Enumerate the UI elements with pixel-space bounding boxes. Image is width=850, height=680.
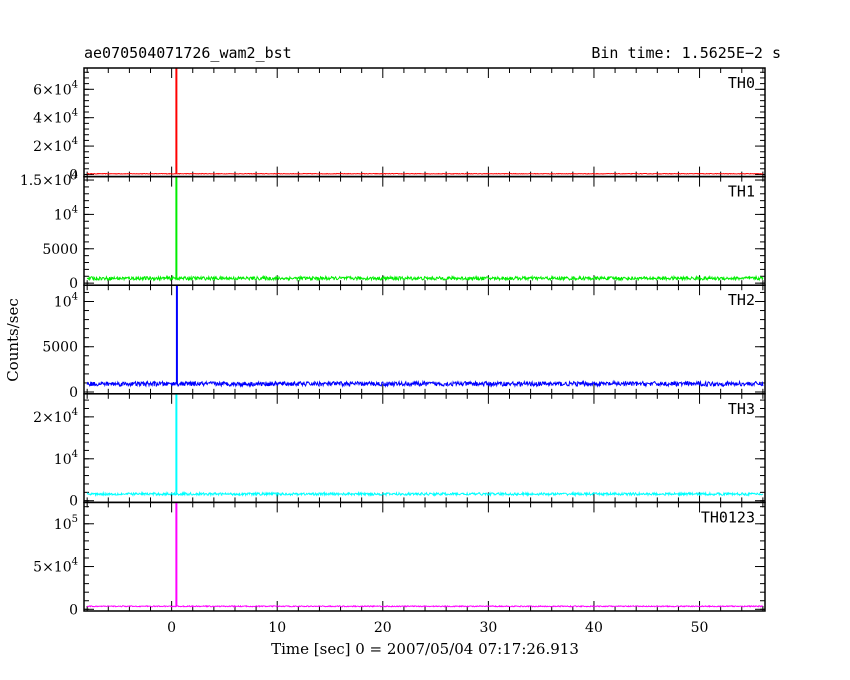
y-tick-label: 5×104 [33, 557, 78, 576]
series-line-th3 [86, 490, 764, 498]
y-tick-label: 104 [54, 449, 78, 468]
y-tick-label: 0 [69, 385, 78, 401]
series-line-th2 [86, 379, 764, 388]
y-tick-label: 0 [69, 167, 78, 183]
y-tick-label: 105 [54, 514, 78, 533]
chart-title-left: ae070504071726_wam2_bst [84, 44, 292, 62]
y-tick-label: 1.5×104 [20, 170, 78, 189]
y-tick-label: 6×104 [33, 79, 78, 98]
x-tick-label: 50 [691, 620, 709, 636]
panels: 0 2×104 4×104 6×104 TH0 0 5000 104 1.5×104 TH1 0 50… [20, 67, 766, 618]
y-tick-label: 2×104 [33, 407, 78, 426]
panel-th3: 0 104 2×104 TH3 [33, 393, 766, 510]
x-axis-label: Time [sec] 0 = 2007/05/04 07:17:26.913 [271, 640, 579, 658]
x-tick-label: 40 [585, 620, 603, 636]
y-axis-label: Counts/sec [4, 298, 22, 382]
y-tick-label: 104 [54, 291, 78, 310]
y-tick-label: 4×104 [33, 108, 78, 127]
chart-title-right: Bin time: 1.5625E−2 s [591, 44, 781, 62]
panel-frame [83, 501, 766, 612]
panel-label: TH3 [728, 400, 755, 418]
x-axis-tick-labels: 0 10 20 30 40 50 [167, 620, 708, 636]
panel-label: TH1 [728, 183, 755, 201]
panel-label: TH2 [728, 291, 755, 309]
panel-frame [83, 67, 766, 178]
panel-th0123: 0 5×104 105 TH0123 [33, 501, 766, 618]
panel-th1: 0 5000 104 1.5×104 TH1 [20, 170, 766, 292]
y-tick-label: 0 [69, 602, 78, 618]
series-line-th1 [86, 274, 764, 283]
x-tick-label: 20 [374, 620, 392, 636]
y-tick-label: 5000 [42, 340, 78, 356]
y-tick-label: 0 [69, 276, 78, 292]
series-line-th0 [86, 172, 764, 175]
y-tick-label: 5000 [42, 242, 78, 258]
y-tick-label: 104 [54, 204, 78, 223]
panel-frame [83, 175, 766, 286]
panel-label: TH0 [728, 74, 755, 92]
panel-frame [83, 393, 766, 504]
panel-th0: 0 2×104 4×104 6×104 TH0 [33, 67, 766, 183]
panel-label: TH0123 [701, 508, 755, 526]
y-tick-label: 0 [69, 494, 78, 510]
y-tick-label: 2×104 [33, 136, 78, 155]
series-line-th0123 [86, 604, 764, 608]
x-tick-label: 0 [167, 620, 176, 636]
panel-frame [83, 284, 766, 395]
x-tick-label: 10 [268, 620, 286, 636]
x-tick-label: 30 [479, 620, 497, 636]
panel-th2: 0 5000 104 TH2 [42, 284, 766, 401]
